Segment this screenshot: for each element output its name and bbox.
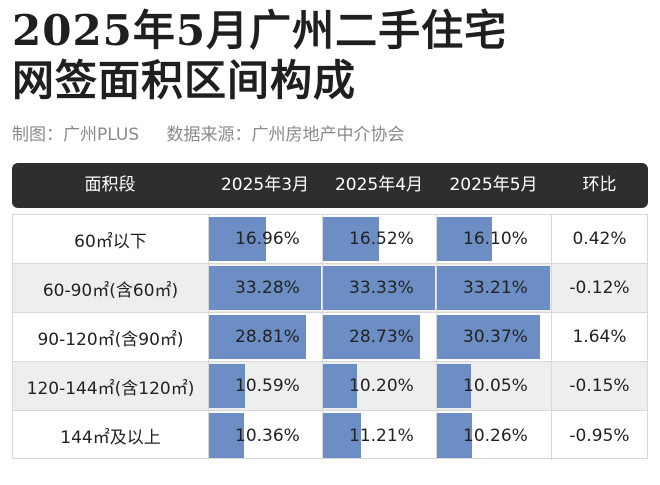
cell-may: 16.10% — [437, 215, 552, 263]
cell-mom: -0.12% — [552, 264, 647, 312]
cell-may: 10.05% — [437, 362, 552, 410]
header-apr: 2025年4月 — [334, 175, 424, 195]
cell-may: 10.26% — [437, 411, 552, 460]
table-row: 90-120㎡(含90㎡) 28.81% 28.73% 30.37% 1.64% — [13, 313, 647, 362]
title-line-1: 2025年5月广州二手住宅 — [12, 6, 508, 55]
value-bar — [437, 364, 471, 408]
value-label: 10.05% — [463, 376, 528, 396]
header-mar: 2025年3月 — [220, 175, 310, 195]
mom-label: 0.42% — [572, 229, 627, 249]
value-label: 16.10% — [463, 229, 528, 249]
title-line-2: 网签面积区间构成 — [12, 56, 357, 105]
cell-may: 30.37% — [437, 313, 552, 361]
segment-label: 144㎡及以上 — [60, 428, 161, 448]
cell-segment: 120-144㎡(含120㎡) — [13, 362, 209, 410]
cell-segment: 60㎡以下 — [13, 215, 209, 263]
table-row: 60㎡以下 16.96% 16.52% 16.10% 0.42% — [13, 215, 647, 264]
value-bar — [437, 266, 550, 310]
segment-label: 60㎡以下 — [74, 231, 147, 252]
cell-apr: 28.73% — [323, 313, 437, 361]
value-label: 11.21% — [349, 425, 414, 446]
header-may: 2025年5月 — [449, 175, 538, 195]
mom-label: 1.64% — [572, 327, 627, 347]
header-mom: 环比 — [582, 175, 617, 195]
value-bar — [323, 364, 357, 408]
value-bar — [323, 413, 361, 458]
value-label: 28.73% — [349, 327, 414, 347]
value-label: 16.96% — [235, 229, 300, 249]
source-text: 数据来源：广州房地产中介协会 — [166, 125, 405, 145]
value-bar — [209, 364, 245, 408]
value-label: 16.52% — [349, 229, 414, 249]
cell-segment: 60-90㎡(含60㎡) — [13, 264, 209, 312]
value-bar — [209, 315, 306, 359]
cell-mar: 10.59% — [209, 362, 323, 410]
cell-apr: 33.33% — [323, 264, 437, 312]
value-label: 10.59% — [235, 376, 300, 396]
cell-segment: 144㎡及以上 — [13, 411, 209, 460]
cell-apr: 10.20% — [323, 362, 437, 410]
table-row: 144㎡及以上 10.36% 11.21% 10.26% -0.95% — [13, 411, 647, 460]
value-label: 30.37% — [463, 327, 528, 347]
credit-text: 制图：广州PLUS — [12, 125, 140, 145]
cell-mom: 1.64% — [552, 313, 647, 361]
cell-segment: 90-120㎡(含90㎡) — [13, 313, 209, 361]
table-row: 60-90㎡(含60㎡) 33.28% 33.33% 33.21% -0.12% — [13, 264, 647, 313]
value-bar — [437, 413, 472, 458]
segment-label: 120-144㎡(含120㎡) — [26, 378, 195, 399]
cell-mom: -0.15% — [552, 362, 647, 410]
cell-mom: -0.95% — [552, 411, 647, 460]
value-bar — [323, 217, 379, 261]
segment-label: 90-120㎡(含90㎡) — [37, 329, 184, 350]
cell-mom: 0.42% — [552, 215, 647, 263]
cell-mar: 33.28% — [209, 264, 323, 312]
value-bar — [209, 217, 266, 261]
value-label: 10.20% — [349, 376, 414, 396]
value-bar — [323, 266, 435, 310]
source-line: 制图：广州PLUS 数据来源：广州房地产中介协会 — [12, 120, 405, 145]
value-bar — [437, 315, 540, 359]
cell-may: 33.21% — [437, 264, 552, 312]
value-label: 33.28% — [235, 278, 300, 298]
value-label: 33.21% — [463, 278, 528, 298]
value-label: 10.36% — [235, 425, 300, 446]
value-bar — [437, 217, 492, 261]
mom-label: -0.15% — [569, 376, 630, 396]
mom-label: -0.95% — [569, 425, 630, 446]
table-header: 面积段 2025年3月 2025年4月 2025年5月 环比 — [12, 163, 648, 208]
cell-apr: 11.21% — [323, 411, 437, 460]
chart-title: 2025年5月广州二手住宅 网签面积区间构成 — [12, 6, 652, 106]
value-label: 33.33% — [349, 278, 414, 298]
table-row: 120-144㎡(含120㎡) 10.59% 10.20% 10.05% -0.15% — [13, 362, 647, 411]
cell-mar: 16.96% — [209, 215, 323, 263]
value-label: 28.81% — [235, 327, 300, 347]
value-label: 10.26% — [463, 425, 528, 446]
cell-mar: 10.36% — [209, 411, 323, 460]
value-bar — [209, 266, 321, 310]
value-bar — [323, 315, 420, 359]
segment-label: 60-90㎡(含60㎡) — [42, 280, 179, 301]
mom-label: -0.12% — [569, 278, 630, 298]
header-segment: 面积段 — [84, 175, 136, 195]
value-bar — [209, 413, 244, 458]
cell-apr: 16.52% — [323, 215, 437, 263]
data-table: 60㎡以下 16.96% 16.52% 16.10% 0.42% 60-90㎡(含60㎡)… — [12, 214, 648, 460]
cell-mar: 28.81% — [209, 313, 323, 361]
